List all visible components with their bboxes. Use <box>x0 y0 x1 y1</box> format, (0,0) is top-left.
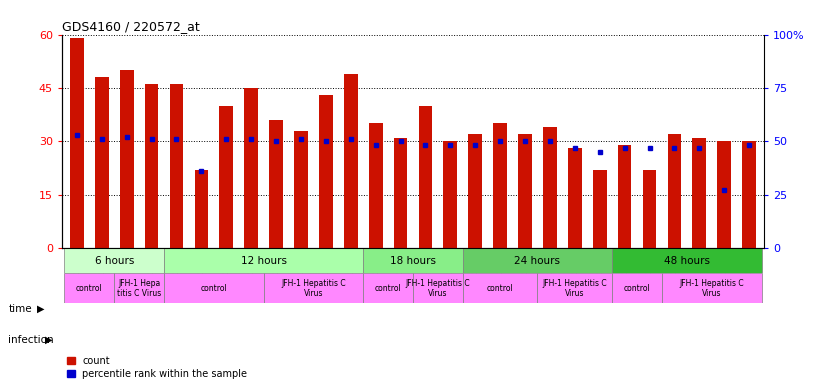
Bar <box>70 38 83 248</box>
Bar <box>120 70 134 248</box>
Bar <box>518 134 532 248</box>
Bar <box>164 248 363 273</box>
Text: 12 hours: 12 hours <box>240 256 287 266</box>
Bar <box>145 84 159 248</box>
Text: ▶: ▶ <box>37 304 45 314</box>
Text: 18 hours: 18 hours <box>390 256 436 266</box>
Bar <box>538 273 612 303</box>
Text: control: control <box>201 284 227 293</box>
Text: ▶: ▶ <box>45 335 53 345</box>
Bar <box>195 170 208 248</box>
Text: time: time <box>8 304 32 314</box>
Bar <box>294 131 308 248</box>
Bar <box>64 248 164 273</box>
Bar <box>419 106 432 248</box>
Text: control: control <box>624 284 650 293</box>
Bar <box>64 273 114 303</box>
Bar <box>692 138 706 248</box>
Bar <box>95 77 109 248</box>
Bar <box>612 273 662 303</box>
Text: JFH-1 Hepatitis C
Virus: JFH-1 Hepatitis C Virus <box>281 279 346 298</box>
Text: control: control <box>487 284 514 293</box>
Bar <box>394 138 407 248</box>
Text: JFH-1 Hepatitis C
Virus: JFH-1 Hepatitis C Virus <box>680 279 744 298</box>
Text: infection: infection <box>8 335 54 345</box>
Text: GDS4160 / 220572_at: GDS4160 / 220572_at <box>62 20 200 33</box>
Bar <box>114 273 164 303</box>
Text: JFH-1 Hepa
titis C Virus: JFH-1 Hepa titis C Virus <box>117 279 161 298</box>
Text: control: control <box>76 284 102 293</box>
Bar <box>368 123 382 248</box>
Bar <box>593 170 606 248</box>
Bar <box>363 273 413 303</box>
Bar <box>263 273 363 303</box>
Bar <box>468 134 482 248</box>
Bar <box>319 95 333 248</box>
Bar <box>717 141 731 248</box>
Bar <box>662 273 762 303</box>
Bar <box>463 248 612 273</box>
Bar <box>618 145 631 248</box>
Bar <box>413 273 463 303</box>
Bar <box>269 120 283 248</box>
Bar <box>493 123 507 248</box>
Text: JFH-1 Hepatitis C
Virus: JFH-1 Hepatitis C Virus <box>543 279 607 298</box>
Bar <box>169 84 183 248</box>
Bar <box>344 74 358 248</box>
Bar <box>363 248 463 273</box>
Text: control: control <box>375 284 401 293</box>
Bar <box>612 248 762 273</box>
Text: 48 hours: 48 hours <box>664 256 710 266</box>
Bar <box>543 127 557 248</box>
Bar <box>164 273 263 303</box>
Legend: count, percentile rank within the sample: count, percentile rank within the sample <box>67 356 247 379</box>
Bar <box>743 141 756 248</box>
Bar <box>643 170 657 248</box>
Bar <box>220 106 233 248</box>
Text: JFH-1 Hepatitis C
Virus: JFH-1 Hepatitis C Virus <box>406 279 470 298</box>
Bar <box>667 134 681 248</box>
Text: 6 hours: 6 hours <box>94 256 134 266</box>
Bar <box>463 273 538 303</box>
Bar <box>244 88 258 248</box>
Bar <box>568 148 582 248</box>
Bar <box>444 141 458 248</box>
Text: 24 hours: 24 hours <box>515 256 561 266</box>
